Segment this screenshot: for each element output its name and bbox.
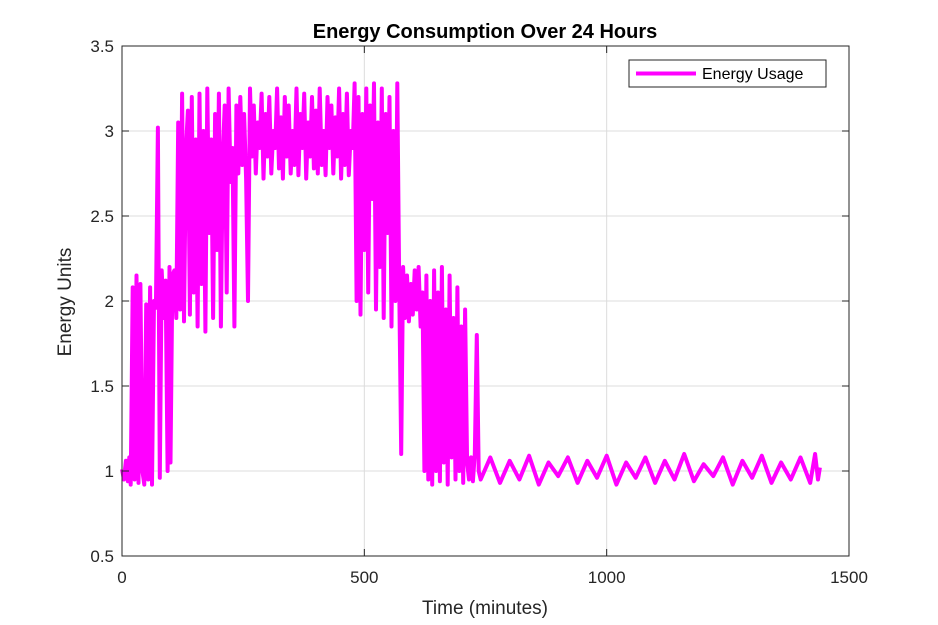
y-axis-label: Energy Units <box>55 248 76 357</box>
y-tick-label: 2.5 <box>90 207 114 226</box>
legend: Energy Usage <box>628 59 827 88</box>
x-tick-label: 1500 <box>830 568 868 587</box>
y-tick-label: 1 <box>105 462 114 481</box>
y-tick-label: 3 <box>105 122 114 141</box>
x-tick-label: 1000 <box>588 568 626 587</box>
x-tick-label: 500 <box>350 568 378 587</box>
x-axis-label: Time (minutes) <box>422 598 548 619</box>
y-tick-label: 0.5 <box>90 547 114 566</box>
y-tick-label: 2 <box>105 292 114 311</box>
series-line-energy-usage <box>120 81 822 487</box>
y-tick-label: 3.5 <box>90 37 114 56</box>
ticks: 0 500 1000 1500 0.5 1 1.5 2 2.5 3 3.5 <box>90 37 868 587</box>
chart-title: Energy Consumption Over 24 Hours <box>313 21 658 43</box>
x-tick-label: 0 <box>117 568 126 587</box>
series-layer <box>120 81 822 487</box>
y-tick-label: 1.5 <box>90 377 114 396</box>
legend-entry-energy-usage: Energy Usage <box>702 66 803 83</box>
